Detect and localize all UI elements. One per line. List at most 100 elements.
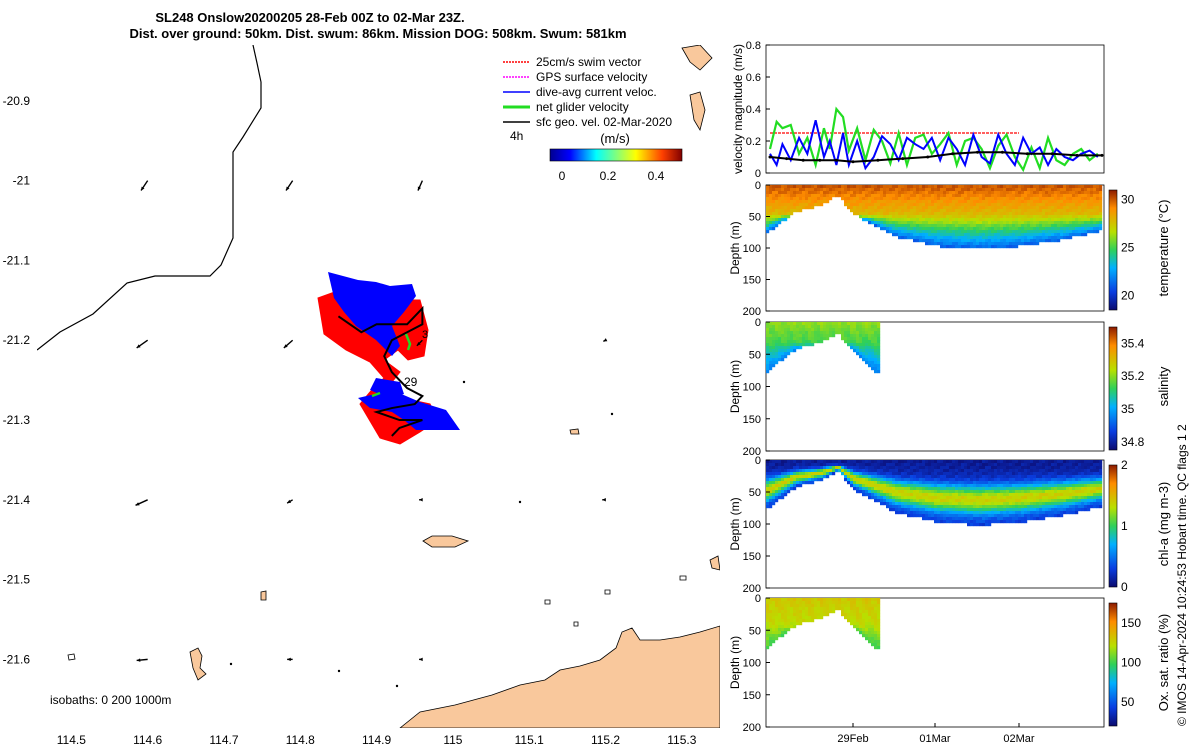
profile-cell [997,505,1001,509]
profile-cell [1003,215,1007,219]
profile-cell [964,463,968,467]
profile-cell [898,185,902,189]
profile-cell [850,619,854,623]
profile-cell [868,197,872,201]
profile-cell [967,242,971,246]
profile-cell [961,490,965,494]
profile-cell [769,364,773,368]
profile-cell [901,496,905,500]
profile-cell [976,206,980,210]
profile-cell [1090,212,1094,216]
profile-cell [994,505,998,509]
profile-cell [1033,215,1037,219]
profile-cell [979,460,983,464]
profile-cell [949,484,953,488]
profile-cell [1096,209,1100,213]
profile-cell [772,224,776,228]
profile-cell [1015,466,1019,470]
profile-cell [874,194,878,198]
profile-cell [1039,209,1043,213]
profile-cell [859,616,863,620]
profile-cell [1096,460,1100,464]
profile-cell [880,200,884,204]
profile-cell [985,520,989,524]
profile-cell [772,499,776,503]
profile-cell [1015,236,1019,240]
profile-cell [1060,466,1064,470]
profile-cell [769,628,773,632]
profile-cell [874,478,878,482]
profile-cell [967,203,971,207]
profile-cell [1078,484,1082,488]
profile-cell [880,496,884,500]
profile-cell [1030,505,1034,509]
profile-cell [844,340,848,344]
profile-cell [853,185,857,189]
profile-cell [871,610,875,614]
profile-cell [904,490,908,494]
profile-cell [979,197,983,201]
profile-cell [781,349,785,353]
profile-cell [874,481,878,485]
mainland-land [399,625,720,728]
profile-cell [1006,188,1010,192]
profile-cell [817,191,821,195]
profile-cell [814,475,818,479]
profile-y-tick: 50 [749,349,761,361]
profile-cell [913,475,917,479]
profile-cell [868,364,872,368]
profile-cell [877,349,881,353]
profile-cell [931,478,935,482]
profile-cell [937,224,941,228]
profile-cell [1033,206,1037,210]
profile-cell [1009,490,1013,494]
profile-cell [853,209,857,213]
profile-cell [862,212,866,216]
profile-cell [994,484,998,488]
profile-cell [772,616,776,620]
profile-cell [787,212,791,216]
profile-cell [787,484,791,488]
profile-cell [1045,194,1049,198]
profile-cell [871,469,875,473]
profile-cell [805,481,809,485]
profile-cell [811,197,815,201]
profile-cell [1099,475,1103,479]
profile-cell [943,233,947,237]
profile-cell [1030,490,1034,494]
profile-cell [811,322,815,326]
profile-cell [919,212,923,216]
profile-cell [1087,206,1091,210]
profile-cell [877,322,881,326]
profile-cell [1009,505,1013,509]
profile-cell [772,613,776,617]
profile-cell [772,206,776,210]
profile-cell [880,475,884,479]
profile-cell [775,634,779,638]
profile-cell [991,239,995,243]
profile-cell [766,230,770,234]
profile-cell [793,619,797,623]
profile-cell [766,191,770,195]
profile-cell [1009,472,1013,476]
profile-cell [769,475,773,479]
profile-cell [934,224,938,228]
profile-cell [955,475,959,479]
profile-cell [1024,466,1028,470]
profile-cell [868,203,872,207]
profile-cell [871,212,875,216]
profile-cell [892,233,896,237]
profile-cell [1033,475,1037,479]
profile-cell [1036,227,1040,231]
profile-cell [835,601,839,605]
profile-cell [1048,493,1052,497]
profile-cell [946,502,950,506]
profile-cell [859,481,863,485]
profile-cell [955,508,959,512]
profile-cell [886,197,890,201]
profile-cell [1054,484,1058,488]
profile-cell [814,185,818,189]
profile-cell [1000,194,1004,198]
profile-cell [1075,511,1079,515]
profile-cell [898,233,902,237]
